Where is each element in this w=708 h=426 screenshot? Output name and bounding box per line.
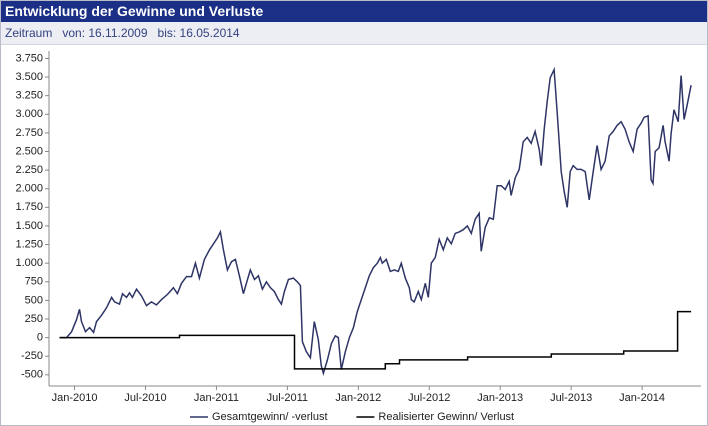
x-tick-label: Jan-2014	[619, 392, 665, 404]
series-line	[59, 310, 692, 370]
legend-label: Gesamtgewinn/ -verlust	[212, 411, 328, 423]
y-tick-label: 250	[25, 313, 43, 325]
y-tick-label: -250	[21, 350, 43, 362]
period-from: von: 16.11.2009	[62, 26, 148, 40]
y-tick-label: 3.750	[15, 52, 43, 64]
period-label: Zeitraum	[5, 26, 53, 40]
y-tick-label: 500	[25, 294, 43, 306]
y-tick-label: 3.000	[15, 108, 43, 120]
y-tick-label: 2.250	[15, 164, 43, 176]
x-tick-label: Jan-2010	[52, 392, 98, 404]
y-tick-label: 2.500	[15, 145, 43, 157]
y-tick-label: 3.500	[15, 71, 43, 83]
y-tick-label: 2.000	[15, 183, 43, 195]
period-bar: Zeitraum von: 16.11.2009 bis: 16.05.2014	[1, 22, 707, 45]
x-tick-label: Jul-2011	[267, 392, 308, 404]
x-tick-label: Jul-2010	[124, 392, 166, 404]
x-tick-label: Jan-2011	[194, 392, 239, 404]
y-tick-label: 1.000	[15, 257, 43, 269]
x-tick-label: Jan-2013	[477, 392, 523, 404]
y-tick-label: -500	[21, 369, 43, 381]
y-tick-label: 0	[37, 332, 43, 344]
x-tick-label: Jul-2012	[408, 392, 450, 404]
y-tick-label: 1.500	[15, 220, 43, 232]
panel-title: Entwicklung der Gewinne und Verluste	[1, 1, 707, 22]
y-tick-label: 1.250	[15, 238, 43, 250]
y-tick-label: 2.750	[15, 127, 43, 139]
y-tick-label: 1.750	[15, 201, 43, 213]
y-tick-label: 3.250	[15, 90, 43, 102]
series-line	[59, 66, 692, 376]
legend-label: Realisierter Gewinn/ Verlust	[378, 411, 514, 423]
y-tick-label: 750	[25, 276, 43, 288]
period-to: bis: 16.05.2014	[157, 26, 240, 40]
x-tick-label: Jan-2012	[335, 392, 381, 404]
x-tick-label: Jul-2013	[550, 392, 592, 404]
